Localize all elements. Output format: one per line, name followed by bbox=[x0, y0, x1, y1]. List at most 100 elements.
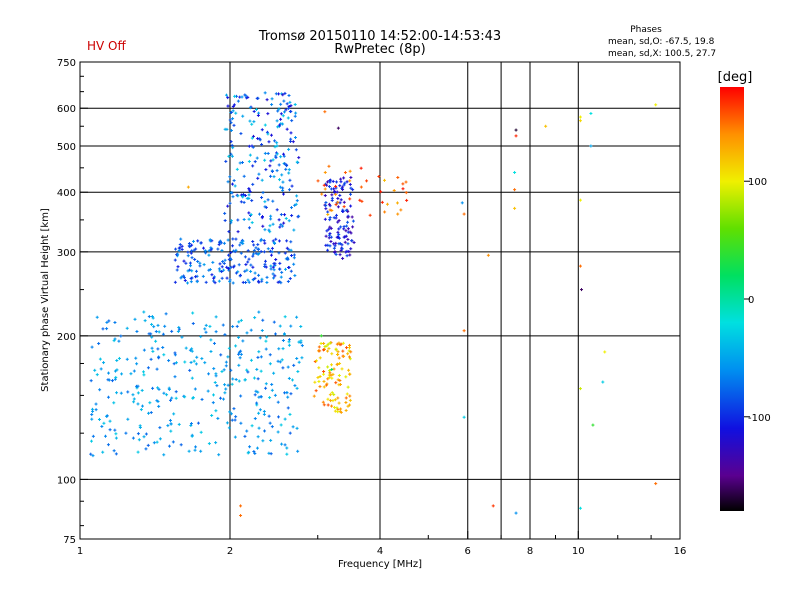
data-point bbox=[324, 182, 328, 186]
data-point bbox=[257, 247, 261, 251]
data-point bbox=[327, 346, 331, 350]
data-point bbox=[239, 349, 243, 353]
data-point bbox=[97, 342, 101, 346]
data-point bbox=[97, 417, 101, 421]
data-point bbox=[340, 246, 344, 250]
data-point bbox=[237, 335, 241, 339]
data-point bbox=[291, 425, 295, 429]
data-point bbox=[260, 329, 264, 333]
data-point bbox=[348, 394, 352, 398]
data-point bbox=[379, 190, 383, 194]
data-point bbox=[207, 442, 211, 446]
data-point bbox=[327, 233, 331, 237]
data-point bbox=[213, 381, 217, 385]
data-point bbox=[288, 100, 292, 104]
data-point bbox=[263, 264, 267, 268]
data-point bbox=[377, 174, 381, 178]
data-point bbox=[182, 259, 186, 263]
data-point bbox=[169, 422, 173, 426]
data-point bbox=[148, 401, 152, 405]
data-point bbox=[248, 119, 252, 123]
phases-o-mode: mean, sd,O: -67.5, 19.8 bbox=[608, 37, 715, 47]
data-point bbox=[254, 251, 258, 255]
data-point bbox=[328, 225, 332, 229]
data-point bbox=[292, 256, 296, 260]
data-point bbox=[226, 355, 230, 359]
data-point bbox=[260, 142, 264, 146]
data-point bbox=[263, 262, 267, 266]
data-point bbox=[285, 127, 289, 131]
data-point bbox=[289, 248, 293, 252]
data-point bbox=[268, 230, 272, 234]
data-point bbox=[285, 452, 289, 456]
data-point bbox=[191, 322, 195, 326]
data-point bbox=[261, 318, 265, 322]
data-point bbox=[314, 389, 318, 393]
data-point bbox=[326, 243, 330, 247]
data-point bbox=[339, 248, 343, 252]
data-point bbox=[98, 388, 102, 392]
data-point bbox=[349, 247, 353, 251]
data-point bbox=[229, 221, 233, 225]
data-point bbox=[253, 316, 257, 320]
data-point bbox=[195, 280, 199, 284]
data-point bbox=[327, 185, 331, 189]
data-point bbox=[289, 240, 293, 244]
data-point bbox=[339, 177, 343, 181]
data-point bbox=[246, 451, 250, 455]
data-point bbox=[297, 360, 301, 364]
data-point bbox=[204, 280, 208, 284]
data-point bbox=[150, 335, 154, 339]
data-point bbox=[230, 143, 234, 147]
data-point bbox=[396, 175, 400, 179]
data-point bbox=[348, 253, 352, 257]
data-point bbox=[268, 164, 272, 168]
data-point bbox=[234, 94, 238, 98]
data-point bbox=[330, 198, 334, 202]
data-point bbox=[325, 344, 329, 348]
data-point bbox=[319, 334, 323, 338]
data-point bbox=[346, 242, 350, 246]
data-point bbox=[284, 167, 288, 171]
data-point bbox=[269, 452, 273, 456]
data-point bbox=[177, 249, 181, 253]
data-point bbox=[271, 199, 275, 203]
data-point bbox=[514, 134, 518, 138]
data-point bbox=[258, 138, 262, 142]
data-point bbox=[237, 363, 241, 367]
data-point bbox=[217, 279, 221, 283]
data-point bbox=[198, 264, 202, 268]
data-point bbox=[125, 326, 129, 330]
data-point bbox=[142, 370, 146, 374]
data-point bbox=[108, 419, 112, 423]
y-axis: 75 100 200 300 400 500 600 750 bbox=[57, 58, 88, 546]
data-point bbox=[256, 355, 260, 359]
data-point bbox=[226, 238, 230, 242]
data-point bbox=[186, 185, 190, 189]
data-point bbox=[345, 224, 349, 228]
data-point bbox=[173, 258, 177, 262]
data-point bbox=[335, 406, 339, 410]
data-point bbox=[295, 199, 299, 203]
data-point bbox=[207, 372, 211, 376]
data-point bbox=[190, 249, 194, 253]
data-point bbox=[275, 208, 279, 212]
data-point bbox=[330, 352, 334, 356]
data-point bbox=[188, 368, 192, 372]
data-point bbox=[580, 288, 584, 292]
data-point bbox=[327, 227, 331, 231]
data-point bbox=[282, 221, 286, 225]
data-point bbox=[209, 248, 213, 252]
data-point bbox=[395, 201, 399, 205]
data-point bbox=[323, 217, 327, 221]
data-point bbox=[342, 225, 346, 229]
data-point bbox=[405, 198, 409, 202]
data-point bbox=[274, 156, 278, 160]
data-point bbox=[178, 246, 182, 250]
data-point bbox=[340, 243, 344, 247]
data-point bbox=[327, 202, 331, 206]
data-point bbox=[281, 338, 285, 342]
data-point bbox=[218, 240, 222, 244]
y-tick-label: 500 bbox=[57, 142, 76, 153]
data-point bbox=[343, 171, 347, 175]
